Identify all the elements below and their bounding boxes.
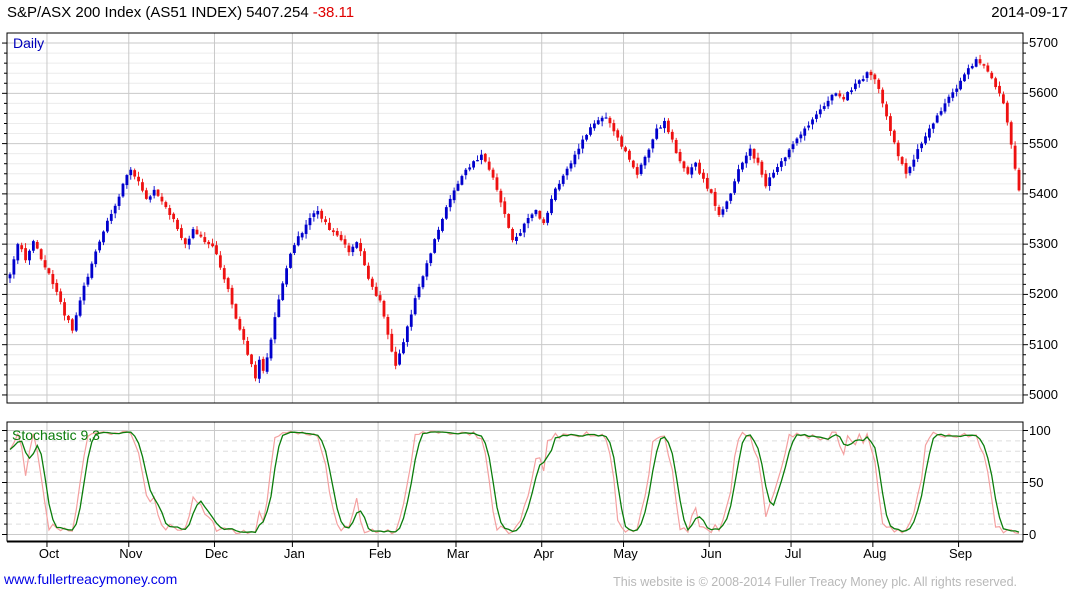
month-tick-label: Mar <box>446 546 470 561</box>
month-tick-label: Jan <box>283 546 305 561</box>
price-tick-label: 5200 <box>1029 286 1058 302</box>
title-bar: S&P/ASX 200 Index (AS51 INDEX) 5407.254 -3… <box>0 2 1075 26</box>
chart-title: S&P/ASX 200 Index (AS51 INDEX) 5407.254 -3… <box>7 4 358 21</box>
stochastic-tick-label: 100 <box>1029 422 1051 438</box>
chart-date: 2014-09-17 <box>991 4 1068 21</box>
month-tick-label: Nov <box>119 546 143 561</box>
price-tick-label: 5000 <box>1029 386 1058 402</box>
price-tick-label: 5400 <box>1029 185 1058 201</box>
stochastic-label: Stochastic 9,3 <box>12 427 100 443</box>
month-tick-label: Sep <box>948 546 973 561</box>
instrument-name: S&P/ASX 200 Index (AS51 INDEX) <box>7 4 243 21</box>
price-change: -38.11 <box>312 4 355 21</box>
month-tick-label: Jul <box>784 546 802 561</box>
price-tick-label: 5500 <box>1029 135 1058 151</box>
month-tick-label: May <box>613 546 638 561</box>
price-tick-label: 5700 <box>1029 35 1058 51</box>
month-tick-label: Dec <box>204 546 229 561</box>
price-tick-label: 5100 <box>1029 336 1058 352</box>
price-tick-label: 5300 <box>1029 236 1058 252</box>
month-tick-label: Aug <box>863 546 887 561</box>
price-tick-label: 5600 <box>1029 85 1058 101</box>
stochastic-tick-label: 0 <box>1029 526 1037 542</box>
stochastic-tick-label: 50 <box>1029 474 1044 490</box>
month-tick-label: Apr <box>533 546 554 561</box>
month-tick-label: Jun <box>700 546 722 561</box>
website-link[interactable]: www.fullertreacymoney.com <box>4 571 178 587</box>
copyright-text: This website is © 2008-2014 Fuller Treac… <box>613 575 1017 589</box>
month-tick-label: Feb <box>368 546 392 561</box>
timeframe-label: Daily <box>13 35 45 51</box>
last-price: 5407.254 <box>246 4 309 21</box>
month-tick-label: Oct <box>38 546 60 561</box>
